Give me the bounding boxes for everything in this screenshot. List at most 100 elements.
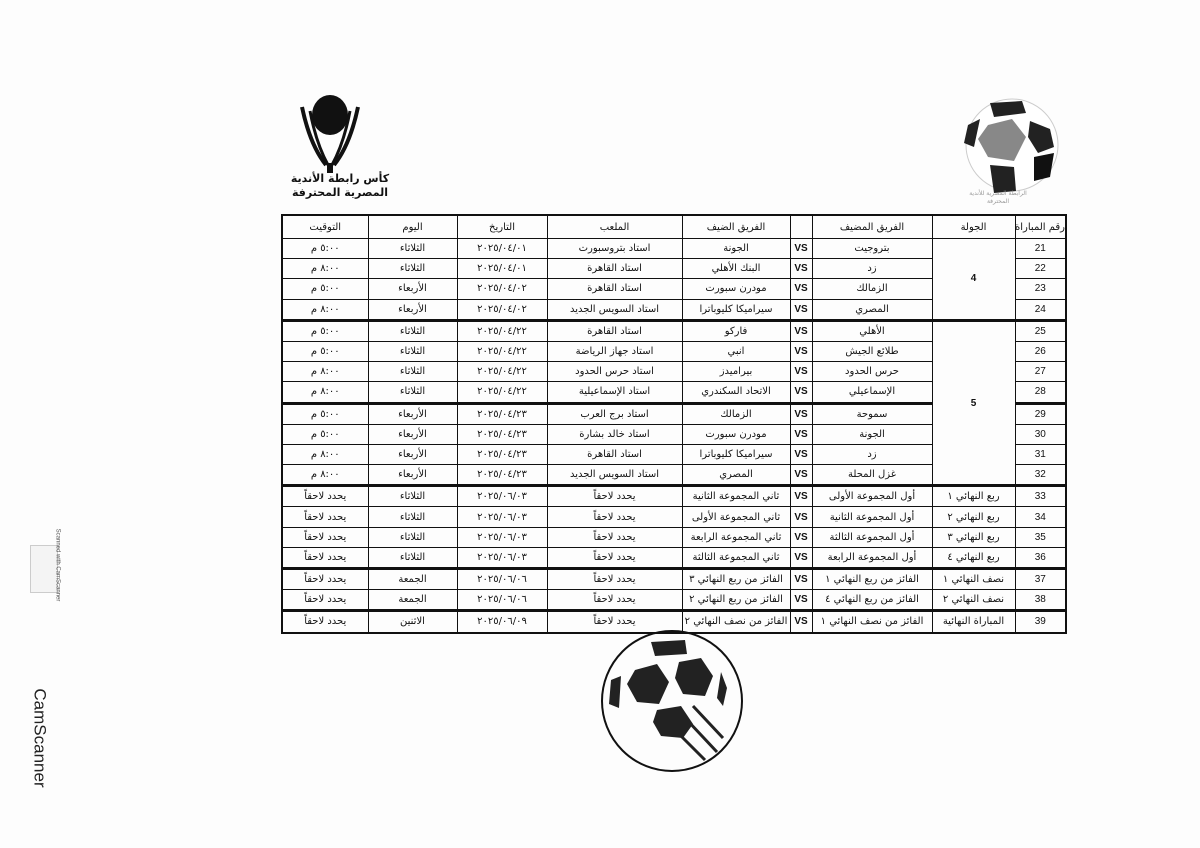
guest-team: المصري xyxy=(681,464,791,487)
match-number: 23 xyxy=(1014,278,1067,300)
guest-team: سيراميكا كليوباترا xyxy=(681,298,791,321)
match-day: الثلاثاء xyxy=(367,318,458,342)
match-schedule-table: رقم المباراة الجولة الفريق المضيف الفريق… xyxy=(281,214,1067,634)
match-date: ٢٠٢٥/٠٤/٠٢ xyxy=(456,278,548,300)
host-team: سموحة xyxy=(811,401,933,425)
guest-team: انبي xyxy=(681,340,791,363)
table-row: 36 ربع النهائي ٤ أول المجموعة الرابعة VS ثان… xyxy=(281,546,1067,570)
official-stamp xyxy=(601,630,743,772)
host-team: أول المجموعة الأولى xyxy=(811,484,933,508)
table-row: 30 الجونة VS مودرن سبورت استاد خالد بشارة ٢٠٢… xyxy=(281,423,1067,445)
table-row: 39 المباراة النهائية الفائز من نصف النهائي… xyxy=(281,609,1067,634)
host-team: حرس الحدود xyxy=(811,361,933,383)
match-number: 34 xyxy=(1014,506,1067,528)
host-team: الأهلي xyxy=(811,318,933,342)
match-time: ٨:٠٠ م xyxy=(281,443,369,466)
stadium: استاد القاهرة xyxy=(546,443,683,466)
match-number: 36 xyxy=(1014,546,1067,570)
stadium: يحدد لاحقاً xyxy=(546,566,683,591)
table-row: 23 الزمالك VS مودرن سبورت استاد القاهرة ٢٠٢٥/… xyxy=(281,278,1067,300)
vs-label: VS xyxy=(789,526,813,548)
match-number: 25 xyxy=(1014,318,1067,342)
table-row: 38 نصف النهائي ٢ الفائز من ربع النهائي ٤ VS… xyxy=(281,589,1067,612)
match-day: الثلاثاء xyxy=(367,237,458,260)
stadium: استاد القاهرة xyxy=(546,258,683,280)
match-time: ٨:٠٠ م xyxy=(281,464,369,487)
table-header-row: رقم المباراة الجولة الفريق المضيف الفريق… xyxy=(281,214,1067,239)
match-date: ٢٠٢٥/٠٤/٢٣ xyxy=(456,464,548,487)
vs-label: VS xyxy=(789,401,813,425)
stadium: يحدد لاحقاً xyxy=(546,546,683,570)
camscanner-badge: Scanned with CamScanner xyxy=(30,529,60,601)
round-cell: ربع النهائي ١ xyxy=(931,484,1016,508)
header-guest: الفريق الضيف xyxy=(681,214,791,239)
guest-team: الفائز من نصف النهائي ٢ xyxy=(681,609,791,634)
stadium: استاد السويس الجديد xyxy=(546,464,683,487)
table-row: 37 نصف النهائي ١ الفائز من ربع النهائي ١ VS… xyxy=(281,566,1067,591)
match-number: 32 xyxy=(1014,464,1067,487)
header-stadium: الملعب xyxy=(546,214,683,239)
vs-label: VS xyxy=(789,443,813,466)
match-time: ٥:٠٠ م xyxy=(281,278,369,300)
match-date: ٢٠٢٥/٠٤/٢٣ xyxy=(456,401,548,425)
vs-label: VS xyxy=(789,258,813,280)
vs-label: VS xyxy=(789,340,813,363)
match-date: ٢٠٢٥/٠٤/٠٢ xyxy=(456,298,548,321)
round-cell: ربع النهائي ٤ xyxy=(931,546,1016,570)
match-day: الثلاثاء xyxy=(367,340,458,363)
match-time: يحدد لاحقاً xyxy=(281,526,369,548)
round-cell: نصف النهائي ٢ xyxy=(931,589,1016,612)
match-day: الأربعاء xyxy=(367,464,458,487)
host-team: أول المجموعة الثالثة xyxy=(811,526,933,548)
guest-team: الفائز من ربع النهائي ٣ xyxy=(681,566,791,591)
host-team: المصري xyxy=(811,298,933,321)
match-time: ٥:٠٠ م xyxy=(281,237,369,260)
match-date: ٢٠٢٥/٠٤/٢٢ xyxy=(456,318,548,342)
match-number: 33 xyxy=(1014,484,1067,508)
match-date: ٢٠٢٥/٠٦/٠٣ xyxy=(456,546,548,570)
header-day: اليوم xyxy=(367,214,458,239)
match-day: الأربعاء xyxy=(367,298,458,321)
match-time: ٨:٠٠ م xyxy=(281,258,369,280)
vs-label: VS xyxy=(789,484,813,508)
match-date: ٢٠٢٥/٠٤/٢٢ xyxy=(456,340,548,363)
vs-label: VS xyxy=(789,423,813,445)
match-number: 24 xyxy=(1014,298,1067,321)
match-number: 29 xyxy=(1014,401,1067,425)
match-date: ٢٠٢٥/٠٤/٢٣ xyxy=(456,423,548,445)
host-team: الفائز من ربع النهائي ٤ xyxy=(811,589,933,612)
vs-label: VS xyxy=(789,381,813,404)
match-day: الجمعة xyxy=(367,589,458,612)
guest-team: الفائز من ربع النهائي ٢ xyxy=(681,589,791,612)
match-time: ٥:٠٠ م xyxy=(281,318,369,342)
guest-team: الزمالك xyxy=(681,401,791,425)
header-match-no: رقم المباراة xyxy=(1014,214,1067,239)
host-team: الفائز من ربع النهائي ١ xyxy=(811,566,933,591)
vs-label: VS xyxy=(789,464,813,487)
vs-label: VS xyxy=(789,278,813,300)
round-cell: 4 xyxy=(931,238,1016,321)
table-row: 33 ربع النهائي ١ أول المجموعة الأولى VS ثاني… xyxy=(281,484,1067,508)
guest-team: سيراميكا كليوباترا xyxy=(681,443,791,466)
stadium: يحدد لاحقاً xyxy=(546,526,683,548)
header-time: التوقيت xyxy=(281,214,369,239)
match-number: 38 xyxy=(1014,589,1067,612)
vs-label: VS xyxy=(789,546,813,570)
match-number: 39 xyxy=(1014,609,1067,634)
stadium: يحدد لاحقاً xyxy=(546,506,683,528)
match-time: ٥:٠٠ م xyxy=(281,340,369,363)
league-ball-logo xyxy=(964,98,1059,193)
camscanner-badge-text: Scanned with CamScanner xyxy=(54,528,61,602)
match-day: الثلاثاء xyxy=(367,258,458,280)
vs-label: VS xyxy=(789,298,813,321)
guest-team: الجونة xyxy=(681,237,791,260)
guest-team: ثاني المجموعة الرابعة xyxy=(681,526,791,548)
match-time: يحدد لاحقاً xyxy=(281,566,369,591)
table-row: 29 سموحة VS الزمالك استاد برج العرب ٢٠٢٥/٠٤/٢… xyxy=(281,401,1067,425)
match-day: الاثنين xyxy=(367,609,458,634)
vs-label: VS xyxy=(789,361,813,383)
stadium: يحدد لاحقاً xyxy=(546,609,683,634)
stadium: استاد القاهرة xyxy=(546,318,683,342)
match-date: ٢٠٢٥/٠٦/٠٣ xyxy=(456,526,548,548)
